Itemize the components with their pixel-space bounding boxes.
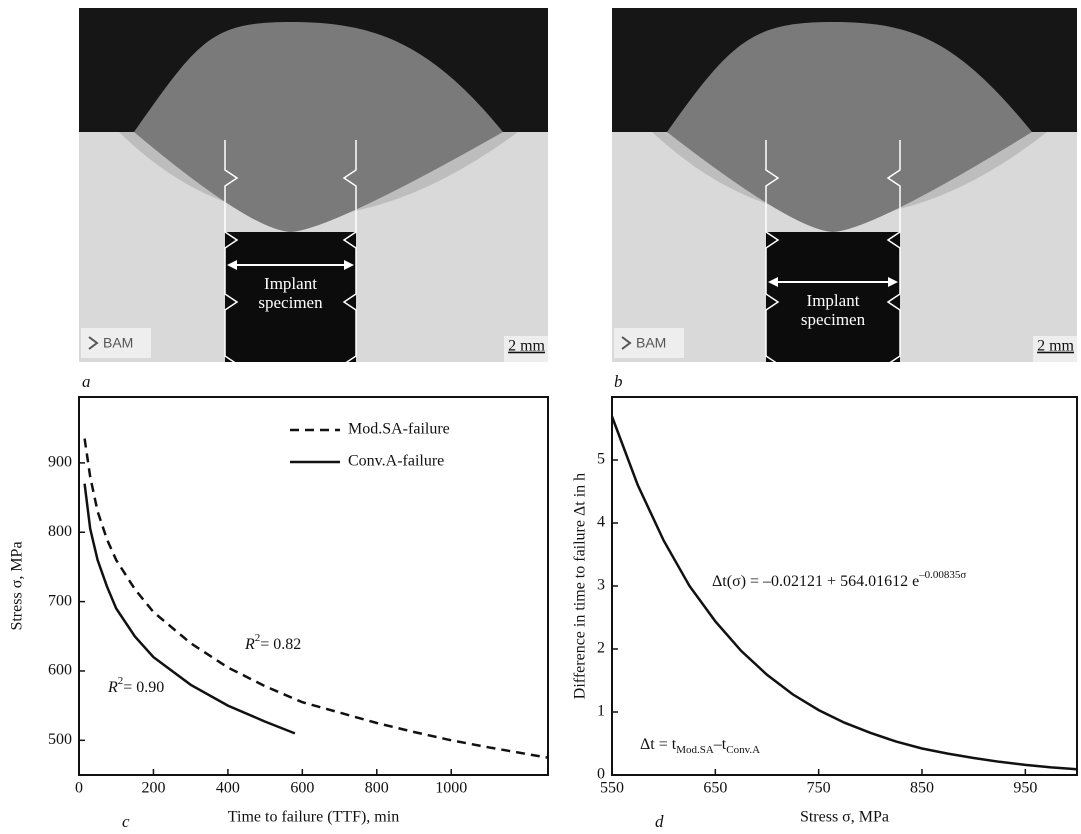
specimen-outline: [886, 140, 901, 374]
panel-label: d: [655, 812, 664, 831]
x-tick-label: 550: [600, 780, 624, 797]
annotation: Δt(σ) = –0.02121 + 564.01612 e–0.00835σ: [712, 569, 966, 590]
x-tick-label: 650: [703, 780, 727, 797]
y-tick-label: 0: [597, 766, 605, 783]
photo-annotation: specimen: [801, 310, 866, 329]
annotation-part: Δt(σ) = –0.02121 + 564.01612 e: [712, 573, 919, 590]
photo-annotation: Implant: [264, 274, 317, 293]
y-tick-label: 600: [48, 662, 72, 679]
specimen-outline: [224, 140, 239, 374]
legend-label: Conv.A-failure: [348, 453, 444, 470]
annotation-part: R: [107, 679, 118, 696]
x-tick-label: 0: [75, 780, 83, 797]
x-tick-label: 950: [1013, 780, 1037, 797]
photo-annotation: Implant: [807, 291, 860, 310]
scale-box: [1033, 336, 1077, 362]
x-axis-label: Stress σ, MPa: [800, 809, 889, 826]
annotation-part: 2: [118, 675, 124, 687]
annotation: R2= 0.90: [107, 675, 164, 696]
annotation-part: = 0.82: [260, 636, 301, 653]
x-tick-label: 800: [365, 780, 389, 797]
scale-bar: 2 mm: [1037, 338, 1074, 355]
y-tick-label: 3: [597, 577, 605, 594]
x-tick-label: 850: [910, 780, 934, 797]
implant-hole: [766, 232, 900, 362]
data-line: [83, 438, 549, 759]
logo-mark: [88, 336, 99, 350]
panel-label: c: [122, 812, 130, 831]
y-tick-label: 700: [48, 592, 72, 609]
weld-bead: [667, 22, 1032, 232]
y-tick-label: 900: [48, 454, 72, 471]
panel-label: a: [82, 372, 91, 391]
data-line: [610, 416, 1078, 771]
x-tick-label: 400: [216, 780, 240, 797]
annotation: R2= 0.82: [244, 632, 301, 653]
photo-annotation: specimen: [258, 293, 323, 312]
annotation-part: Δt = t: [640, 736, 677, 753]
y-tick-label: 1: [597, 703, 605, 720]
x-tick-label: 1000: [435, 780, 467, 797]
annotation-part: 2: [255, 632, 261, 644]
logo: BAM: [103, 335, 133, 351]
y-tick-label: 4: [597, 514, 605, 531]
data-line: [83, 483, 296, 735]
annotation-part: = 0.90: [123, 679, 164, 696]
x-tick-label: 200: [141, 780, 165, 797]
weld-bead: [134, 22, 503, 232]
annotation-part: R: [244, 636, 255, 653]
logo-box: [81, 328, 151, 358]
x-tick-label: 750: [807, 780, 831, 797]
scale-bar: 2 mm: [508, 338, 545, 355]
x-axis-label: Time to failure (TTF), min: [228, 809, 399, 826]
annotation-part: –t: [713, 736, 727, 753]
x-tick-label: 600: [290, 780, 314, 797]
implant-hole: [225, 232, 356, 362]
y-tick-label: 2: [597, 640, 605, 657]
y-tick-label: 5: [597, 451, 605, 468]
logo-box: [614, 328, 684, 358]
specimen-outline: [342, 140, 357, 374]
annotation-part: Mod.SA: [676, 744, 714, 756]
legend-label: Mod.SA-failure: [348, 421, 450, 438]
logo-mark: [621, 336, 632, 350]
y-axis-label: Stress σ, MPa: [9, 541, 26, 630]
logo: BAM: [636, 335, 666, 351]
panel-label: b: [614, 372, 623, 391]
y-tick-label: 500: [48, 731, 72, 748]
annotation-part: Conv.A: [726, 744, 760, 756]
plot-frame: [78, 396, 549, 776]
specimen-outline: [765, 140, 780, 374]
y-axis-label: Difference in time to failure Δt in h: [572, 473, 589, 699]
annotation: Δt = tMod.SA–tConv.A: [640, 736, 760, 756]
scale-box: [504, 336, 548, 362]
y-tick-label: 800: [48, 523, 72, 540]
annotation-part: –0.00835σ: [918, 569, 966, 581]
